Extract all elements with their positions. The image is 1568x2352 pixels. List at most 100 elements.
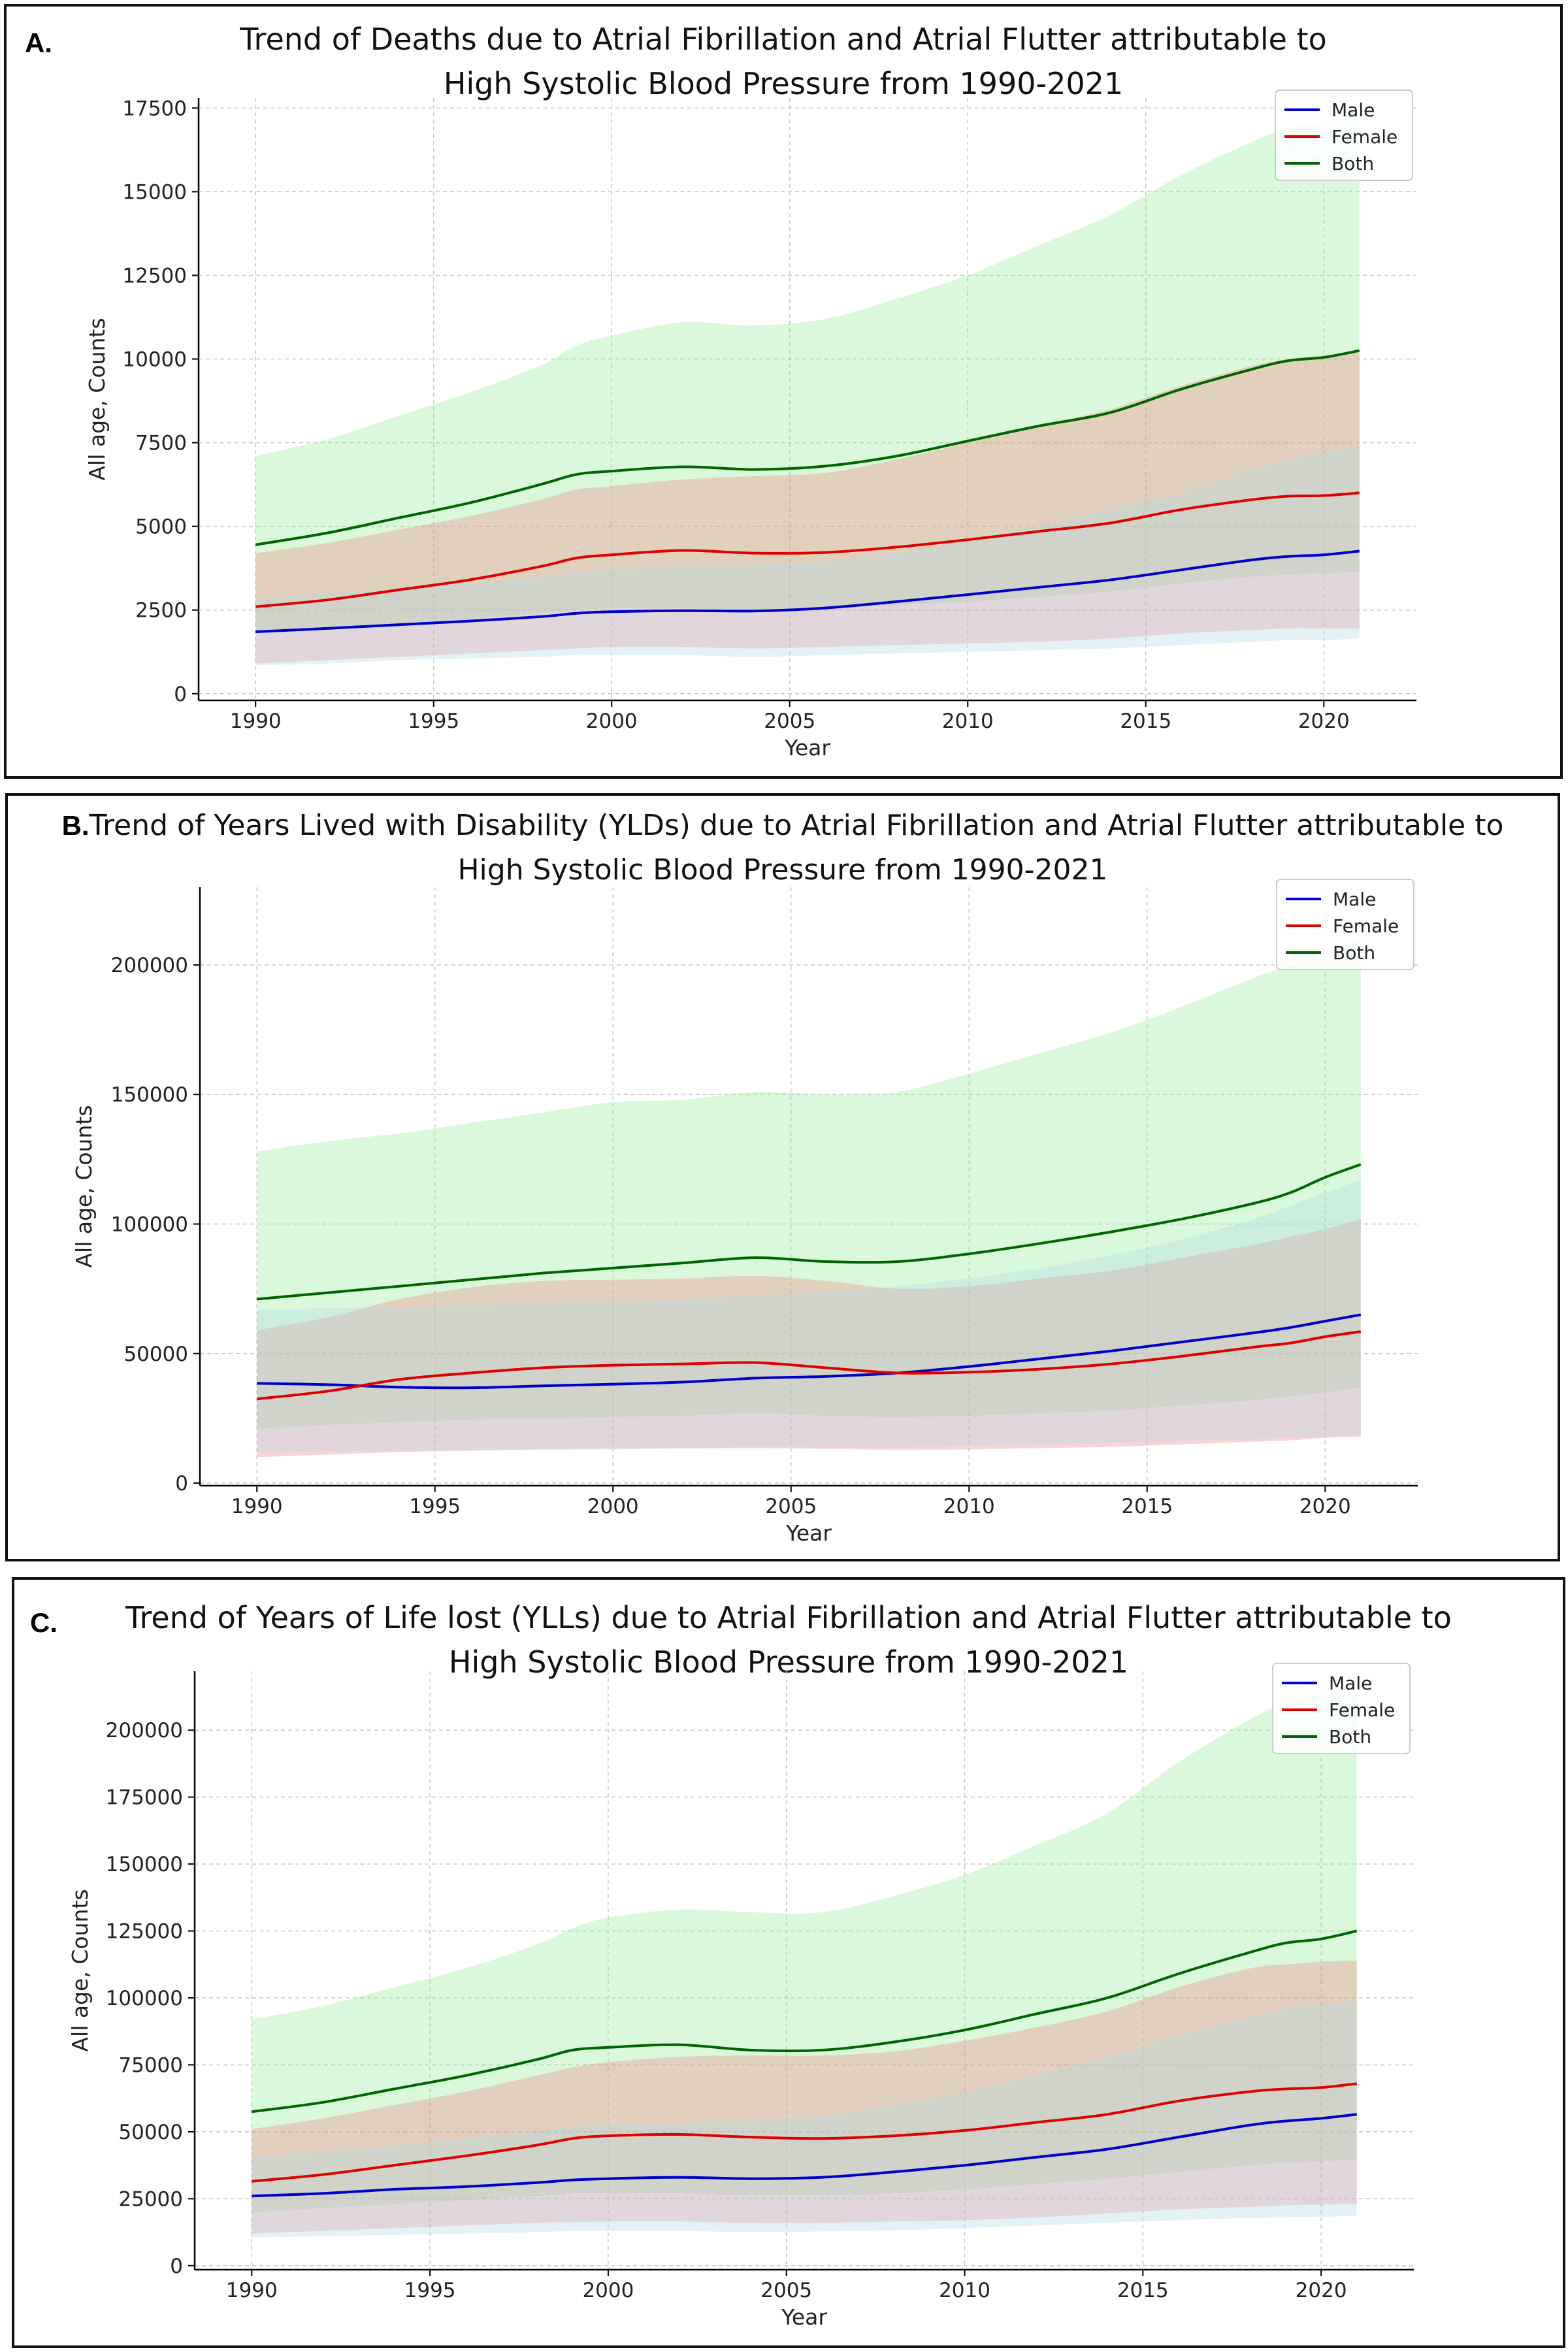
legend-label-male: Male: [1333, 889, 1376, 910]
series-line-female: [252, 2082, 1357, 2183]
legend-box: [1276, 879, 1414, 970]
x-tick-label: 2000: [582, 2279, 634, 2302]
y-axis-label: All age, Counts: [84, 318, 110, 480]
y-tick-label: 17500: [122, 97, 187, 120]
series-line-both: [252, 1929, 1358, 2114]
y-tick-label: 12500: [122, 264, 187, 287]
x-tick-label: 2015: [1120, 710, 1171, 733]
y-tick-label: 150000: [111, 1083, 188, 1107]
x-axis-label: Year: [785, 1520, 832, 1546]
uncertainty-band-both: [252, 1690, 1357, 2212]
y-tick-label: 125000: [106, 1920, 183, 1944]
series-line-both: [257, 1163, 1362, 1301]
chart-title: Trend of Deaths due to Atrial Fibrillati…: [7, 17, 1560, 106]
uncertainty-band-male: [257, 1180, 1361, 1452]
chart-title-line-2: High Systolic Blood Pressure from 1990-2…: [448, 1644, 1129, 1680]
legend: Male Female Both: [1272, 1663, 1411, 1754]
y-tick-label: 25000: [118, 2187, 183, 2211]
y-tick-label: 175000: [106, 1786, 183, 1810]
x-tick-label: 2005: [765, 1495, 817, 1518]
series-line-both: [255, 349, 1360, 546]
x-tick-label: 2000: [586, 710, 638, 733]
x-tick-label: 2020: [1299, 1495, 1351, 1518]
legend-label-both: Both: [1329, 1726, 1371, 1748]
x-tick-label: 2020: [1296, 2279, 1347, 2302]
legend-label-female: Female: [1333, 915, 1399, 937]
panel-label: C.: [30, 1607, 57, 1638]
x-axis-label: Year: [784, 735, 830, 760]
ylls-trend-chart: 1990 1995 2000 2005 2010 2015 2020 0 25000 50000 7…: [67, 1663, 1414, 2330]
legend-label-both: Both: [1331, 153, 1374, 174]
y-tick-label: 0: [170, 2255, 183, 2278]
y-tick-label: 50000: [118, 2121, 183, 2144]
series-line-male: [252, 2113, 1357, 2198]
x-tick-label: 1995: [408, 710, 459, 733]
y-tick-label: 200000: [111, 954, 188, 977]
panel-b: B.Trend of Years Lived with Disability (…: [5, 793, 1560, 1561]
y-tick-label: 200000: [106, 1719, 183, 1742]
legend-label-female: Female: [1329, 1699, 1395, 1721]
x-tick-label: 2015: [1121, 1495, 1173, 1518]
y-tick-label: 2500: [135, 599, 187, 623]
x-tick-label: 1990: [231, 1495, 283, 1518]
x-tick-label: 2020: [1298, 710, 1350, 733]
y-axis-label: All age, Counts: [67, 1889, 93, 2051]
panel-label: B.: [61, 810, 90, 841]
x-tick-label: 2010: [939, 2279, 990, 2302]
series-line-female: [256, 1330, 1362, 1401]
chart-title: B.Trend of Years Lived with Disability (…: [8, 804, 1558, 892]
uncertainty-band-male: [255, 446, 1360, 666]
uncertainty-band-female: [252, 1960, 1357, 2234]
x-tick-label: 2005: [764, 710, 815, 733]
x-tick-label: 2010: [943, 1495, 995, 1518]
grid: [200, 887, 1418, 1486]
y-axis-label: All age, Counts: [71, 1105, 97, 1267]
legend-box: [1272, 1663, 1411, 1754]
x-tick-label: 2010: [942, 710, 994, 733]
y-tick-label: 100000: [106, 1987, 183, 2010]
legend-label-both: Both: [1333, 942, 1375, 964]
y-tick-label: 10000: [122, 348, 187, 372]
x-tick-label: 2000: [587, 1495, 639, 1518]
chart-title: Trend of Years of Life lost (YLLs) due t…: [14, 1595, 1563, 1684]
x-tick-label: 1995: [404, 2279, 456, 2302]
chart-title-line-2: High Systolic Blood Pressure from 1990-2…: [443, 66, 1124, 101]
y-tick-label: 100000: [111, 1213, 188, 1236]
y-tick-label: 150000: [106, 1853, 183, 1876]
y-tick-label: 75000: [118, 2053, 183, 2077]
panel-a: A. Trend of Deaths due to Atrial Fibrill…: [4, 4, 1563, 779]
chart-title-line-2: High Systolic Blood Pressure from 1990-2…: [457, 853, 1108, 887]
x-tick-label: 1995: [409, 1495, 461, 1518]
x-tick-label: 2015: [1117, 2279, 1169, 2302]
y-tick-label: 0: [175, 1472, 188, 1495]
legend: Male Female Both: [1275, 90, 1413, 181]
y-tick-label: 0: [174, 683, 187, 706]
legend-box: [1275, 90, 1413, 181]
ylds-trend-chart: 1990 1995 2000 2005 2010 2015 2020 0 50000 100000…: [71, 879, 1418, 1546]
y-tick-label: 7500: [135, 432, 187, 455]
uncertainty-band-female: [257, 1218, 1361, 1458]
chart-title-line-1: Trend of Years of Life lost (YLLs) due t…: [125, 1600, 1452, 1635]
uncertainty-band-male: [252, 2001, 1357, 2238]
deaths-trend-chart: 1990 1995 2000 2005 2010 2015 2020 0 2500 5000 750…: [84, 90, 1416, 760]
panel-label: A.: [25, 27, 52, 58]
uncertainty-band-female: [255, 352, 1360, 664]
panel-c: C. Trend of Years of Life lost (YLLs) du…: [12, 1577, 1565, 2348]
chart-title-text: Trend of Years Lived with Disability (YL…: [89, 809, 1504, 842]
series-line-male: [257, 1313, 1362, 1390]
series-line-male: [255, 549, 1360, 633]
y-tick-label: 50000: [123, 1343, 188, 1366]
chart-title-line-1: Trend of Deaths due to Atrial Fibrillati…: [240, 22, 1327, 57]
y-tick-label: 15000: [122, 180, 187, 204]
chart-title-line-1: B.Trend of Years Lived with Disability (…: [8, 804, 1558, 848]
x-axis-label: Year: [781, 2304, 827, 2330]
x-tick-label: 1990: [230, 710, 282, 733]
uncertainty-band-both: [255, 114, 1360, 634]
grid: [199, 98, 1416, 700]
uncertainty-band-both: [257, 939, 1361, 1429]
legend-label-female: Female: [1331, 126, 1397, 148]
y-tick-label: 5000: [135, 515, 187, 539]
legend: Male Female Both: [1276, 879, 1414, 970]
series-line-female: [255, 491, 1360, 608]
legend-label-male: Male: [1331, 99, 1375, 121]
